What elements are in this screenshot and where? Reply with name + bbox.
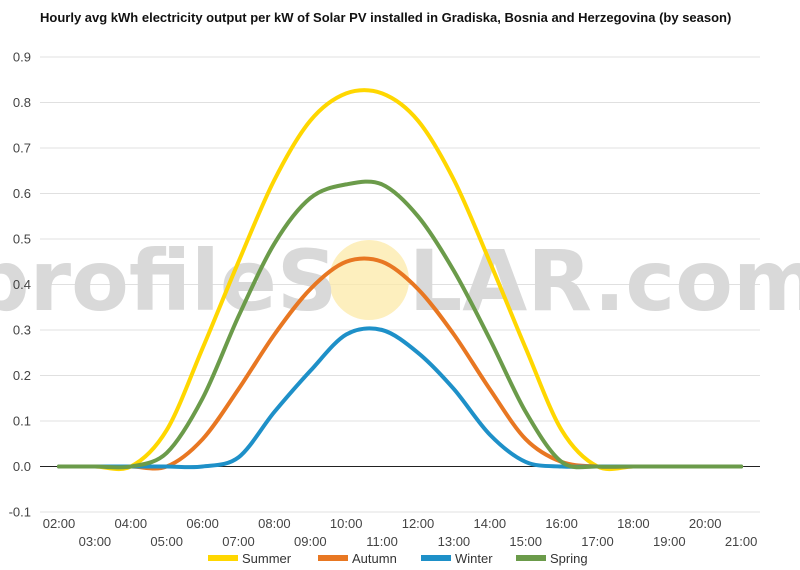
- y-tick-label: 0.7: [13, 141, 31, 156]
- x-tick-label: 13:00: [438, 534, 471, 549]
- watermark-text-left: profileS: [0, 232, 337, 330]
- watermark-text-right: LAR.com: [409, 232, 800, 330]
- x-tick-label: 07:00: [222, 534, 255, 549]
- watermark-text-middle: O: [337, 232, 408, 330]
- x-tick-label: 08:00: [258, 516, 291, 531]
- legend-swatch-summer: [208, 555, 238, 561]
- legend-swatch-spring: [516, 555, 546, 561]
- y-tick-label: -0.1: [9, 505, 31, 520]
- y-tick-label: 0.3: [13, 323, 31, 338]
- x-tick-label: 10:00: [330, 516, 363, 531]
- x-tick-label: 16:00: [545, 516, 578, 531]
- watermark: profileSOLAR.com: [0, 232, 800, 330]
- legend-label-winter: Winter: [455, 551, 493, 566]
- y-tick-label: 0.8: [13, 95, 31, 110]
- x-tick-label: 17:00: [581, 534, 614, 549]
- series-line-winter: [57, 326, 744, 470]
- y-tick-label: 0.4: [13, 277, 31, 292]
- x-tick-label: 12:00: [402, 516, 435, 531]
- x-tick-label: 14:00: [474, 516, 507, 531]
- y-axis-ticks: -0.1 0.0 0.1 0.2 0.3 0.4 0.5 0.6 0.7 0.8 0.9: [9, 50, 31, 520]
- legend-label-spring: Spring: [550, 551, 588, 566]
- y-tick-label: 0.2: [13, 368, 31, 383]
- watermark-text: profileSOLAR.com: [0, 232, 800, 330]
- x-tick-label: 15:00: [509, 534, 542, 549]
- legend-label-autumn: Autumn: [352, 551, 397, 566]
- series-line-spring: [57, 179, 744, 470]
- x-tick-label: 02:00: [43, 516, 76, 531]
- x-tick-label: 03:00: [79, 534, 112, 549]
- series-lines: [57, 88, 744, 472]
- x-tick-label: 11:00: [366, 534, 398, 549]
- y-tick-label: 0.0: [13, 459, 31, 474]
- chart-title: Hourly avg kWh electricity output per kW…: [40, 10, 732, 25]
- x-tick-label: 09:00: [294, 534, 327, 549]
- y-tick-label: 0.9: [13, 50, 31, 65]
- legend-swatch-autumn: [318, 555, 348, 561]
- x-tick-label: 04:00: [115, 516, 148, 531]
- y-tick-label: 0.1: [13, 414, 31, 429]
- legend-swatch-winter: [421, 555, 451, 561]
- x-tick-label: 21:00: [725, 534, 758, 549]
- legend-label-summer: Summer: [242, 551, 292, 566]
- y-tick-label: 0.5: [13, 232, 31, 247]
- x-tick-label: 06:00: [186, 516, 219, 531]
- x-tick-label: 20:00: [689, 516, 722, 531]
- y-tick-label: 0.6: [13, 186, 31, 201]
- x-axis-ticks: 02:0003:0004:0005:0006:0007:0008:0009:00…: [43, 516, 758, 549]
- x-tick-label: 05:00: [150, 534, 183, 549]
- x-tick-label: 19:00: [653, 534, 686, 549]
- x-tick-label: 18:00: [617, 516, 650, 531]
- legend: Summer Autumn Winter Spring: [208, 551, 588, 566]
